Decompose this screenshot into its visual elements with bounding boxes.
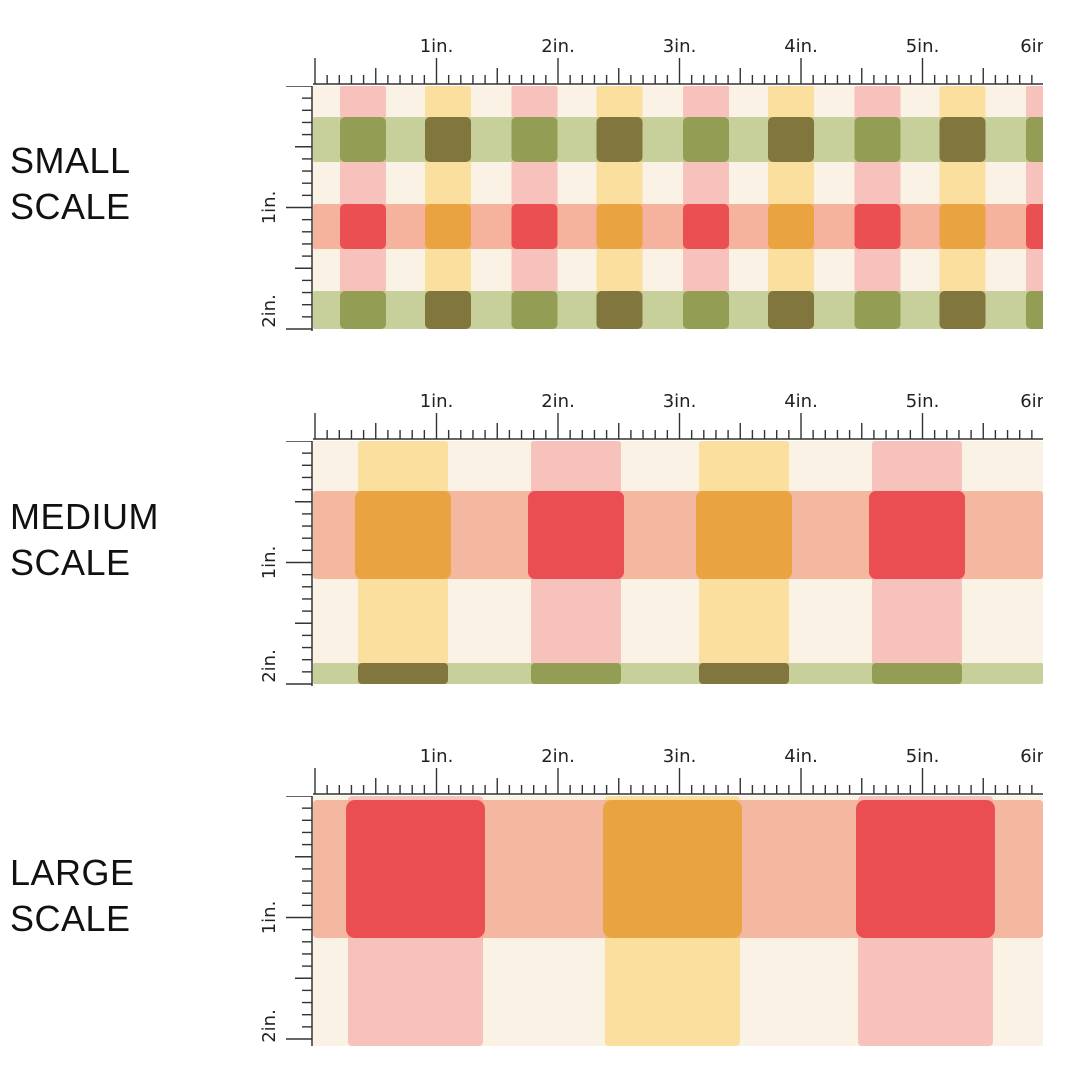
side-ruler: 1in. 2in. (255, 441, 313, 686)
ruler-label: 4in. (784, 36, 818, 57)
scale-label-line1: MEDIUM (10, 496, 159, 537)
ruler-label: 1in. (259, 546, 280, 580)
ruler-label: 1in. (259, 901, 280, 935)
top-ruler: 1in. 2in. 3in. 4in. 5in. 6in. (313, 710, 1043, 796)
side-ruler: 1in. 2in. (255, 86, 313, 331)
top-ruler: 1in. 2in. 3in. 4in. 5in. 6in. (313, 0, 1043, 86)
ruler-label: 1in. (420, 746, 454, 767)
ruler-label: 2in. (541, 391, 575, 412)
scale-label-line1: SMALL (10, 140, 131, 181)
scale-label-line1: LARGE (10, 852, 135, 893)
ruler-label: 1in. (420, 391, 454, 412)
scale-label-line2: SCALE (10, 542, 131, 583)
ruler-label: 5in. (906, 36, 940, 57)
ruler-label: 1in. (259, 191, 280, 225)
fabric-swatch-medium (313, 441, 1043, 684)
top-ruler: 1in. 2in. 3in. 4in. 5in. 6in. (313, 355, 1043, 441)
side-ruler: 1in. 2in. (255, 796, 313, 1046)
ruler-label: 2in. (259, 1009, 280, 1043)
fabric-swatch-small (313, 86, 1043, 329)
ruler-label: 3in. (663, 391, 697, 412)
small-scale-label: SMALL SCALE (10, 138, 131, 230)
ruler-label: 3in. (663, 746, 697, 767)
ruler-label: 2in. (259, 294, 280, 328)
ruler-label: 6in. (1020, 746, 1043, 767)
ruler-label: 1in. (420, 36, 454, 57)
ruler-label: 3in. (663, 36, 697, 57)
scale-label-line2: SCALE (10, 898, 131, 939)
large-scale-label: LARGE SCALE (10, 850, 135, 942)
ruler-label: 5in. (906, 391, 940, 412)
ruler-label: 6in. (1020, 391, 1043, 412)
ruler-label: 5in. (906, 746, 940, 767)
ruler-label: 4in. (784, 391, 818, 412)
ruler-label: 4in. (784, 746, 818, 767)
ruler-label: 2in. (541, 36, 575, 57)
medium-scale-label: MEDIUM SCALE (10, 494, 159, 586)
ruler-label: 2in. (541, 746, 575, 767)
ruler-label: 6in. (1020, 36, 1043, 57)
scale-label-line2: SCALE (10, 186, 131, 227)
ruler-label: 2in. (259, 649, 280, 683)
fabric-swatch-large (313, 796, 1043, 1046)
